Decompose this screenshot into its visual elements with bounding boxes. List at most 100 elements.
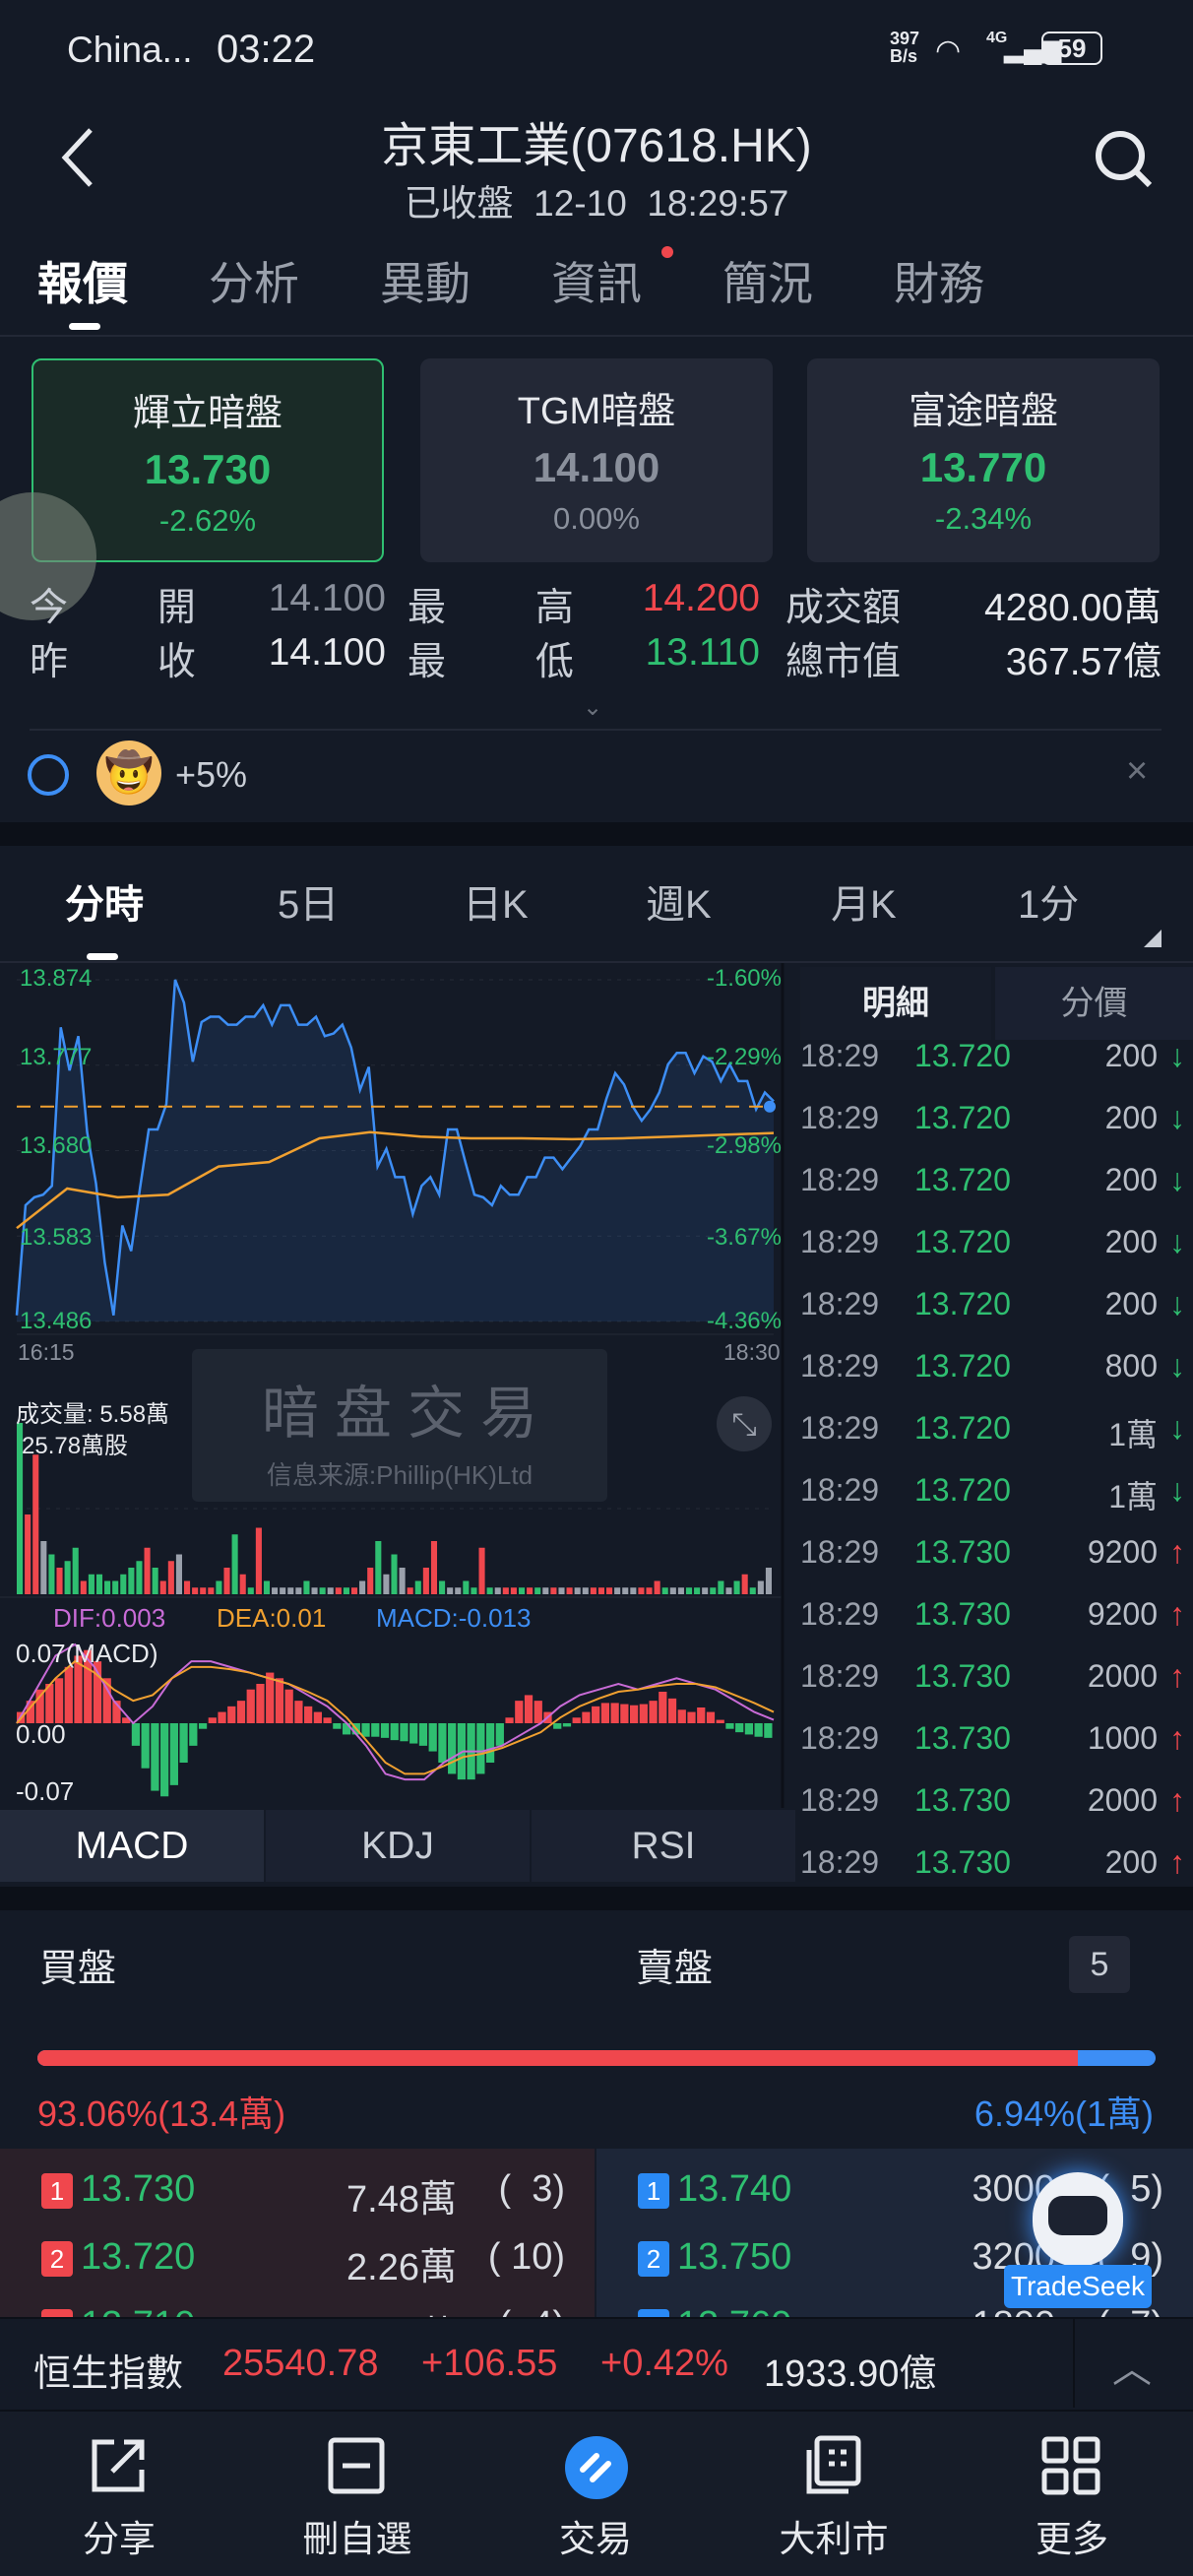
bid-row[interactable]: 3 13.710 1.5萬 ( 4): [0, 2298, 595, 2318]
dark-pool-card-futu[interactable]: 富途暗盤 13.770 -2.34%: [807, 358, 1160, 562]
tradeseek-assistant[interactable]: TradeSeek: [1002, 2172, 1154, 2310]
macd-bar: [649, 1701, 658, 1723]
chart-tab-weekly[interactable]: 週K: [646, 883, 712, 927]
volume-bar: [183, 1580, 191, 1594]
macd-bar: [659, 1692, 667, 1723]
tick-volume: 1萬: [1108, 1479, 1158, 1514]
volume-bar: [17, 1423, 24, 1594]
volume-bar: [622, 1587, 629, 1594]
index-ticker-bar[interactable]: 恒生指數 25540.78 +106.55 +0.42% 1933.90億 ︿: [0, 2317, 1193, 2408]
level-count: ( 10): [487, 2236, 565, 2278]
nav-label: 更多: [1036, 2519, 1108, 2559]
macd-bar: [256, 1684, 265, 1723]
volume-bar: [223, 1568, 230, 1594]
network-type: 4G: [986, 30, 1008, 46]
close-icon[interactable]: ×: [1126, 750, 1149, 792]
level-volume: 2.26萬: [346, 2247, 457, 2288]
dark-pool-card-tgm[interactable]: TGM暗盤 14.100 0.00%: [420, 358, 773, 562]
tick-row: 18:29 13.720 200 ↓: [800, 1216, 1193, 1278]
chart-tab-monthly[interactable]: 月K: [831, 883, 897, 927]
nav-share[interactable]: 分享: [0, 2413, 238, 2576]
macd-bar: [400, 1723, 408, 1742]
x-tick-end: 18:30: [723, 1339, 781, 1365]
tab-analysis[interactable]: 分析: [209, 258, 299, 309]
chevron-up-icon[interactable]: ︿: [1112, 2348, 1152, 2391]
volume-bar: [694, 1587, 701, 1594]
back-button[interactable]: [59, 126, 93, 187]
tick-price: 13.730: [914, 1534, 1011, 1570]
nav-market[interactable]: 大利市: [715, 2413, 953, 2576]
bid-row[interactable]: 1 13.730 7.48萬 ( 3): [0, 2162, 595, 2222]
high-label: 最 高: [408, 587, 613, 629]
macd-bar: [572, 1717, 581, 1723]
chart-tab-1min[interactable]: 1分: [1018, 883, 1080, 927]
level-volume: 7.48萬: [346, 2179, 457, 2221]
tab-quote[interactable]: 報價: [37, 258, 128, 309]
volume-bar: [303, 1580, 310, 1594]
macd-bar: [716, 1719, 724, 1723]
tick-row: 18:29 13.730 2000 ↑: [800, 1774, 1193, 1836]
macd-bar: [438, 1723, 447, 1763]
level-badge: 3: [638, 2308, 669, 2318]
ask-percent: 6.94%(1萬): [973, 2093, 1154, 2134]
indicator-tab-kdj[interactable]: KDJ: [266, 1810, 530, 1882]
volume-bar: [40, 1541, 47, 1594]
indicator-tab-rsi[interactable]: RSI: [532, 1810, 795, 1882]
macd-tick: 0.00: [16, 1719, 66, 1749]
volume-bar: [383, 1574, 390, 1594]
remove-watchlist-icon: [328, 2437, 385, 2494]
watermark: 暗 盘 交 易 信息来源:Phillip(HK)Ltd: [192, 1349, 607, 1502]
tab-indicator: [69, 323, 100, 330]
volume-bar: [685, 1587, 693, 1594]
nav-remove-watchlist[interactable]: 刪自選: [238, 2413, 476, 2576]
volume-bar: [350, 1587, 358, 1594]
macd-bar: [476, 1723, 485, 1774]
nav-more[interactable]: 更多: [953, 2413, 1191, 2576]
chart-period-tabs: 分時 5日 日K 週K 月K 1分: [0, 872, 1193, 961]
notification-dot: [661, 246, 673, 258]
volume-bar: [343, 1587, 349, 1594]
nav-trade[interactable]: 交易: [476, 2413, 715, 2576]
indicator-tab-macd[interactable]: MACD: [0, 1810, 264, 1882]
tab-financials[interactable]: 財務: [894, 258, 984, 309]
chart-tab-daily[interactable]: 日K: [463, 883, 529, 927]
macd-bar: [524, 1695, 534, 1723]
macd-bar: [141, 1723, 150, 1769]
ticks-tab-detail[interactable]: 明細: [800, 967, 991, 1040]
dropdown-triangle-icon[interactable]: [1144, 930, 1162, 947]
macd-bar: [725, 1723, 734, 1729]
volume-bar: [518, 1587, 526, 1594]
volume-bar: [478, 1547, 485, 1594]
tick-time: 18:29: [800, 1038, 880, 1073]
bid-row[interactable]: 2 13.720 2.26萬 ( 10): [0, 2230, 595, 2289]
bid-ratio-fill: [37, 2050, 1079, 2066]
search-button[interactable]: [1093, 128, 1156, 196]
avatar[interactable]: 🤠: [96, 741, 161, 805]
expand-chevron-icon[interactable]: ⌄: [583, 694, 603, 721]
tick-time: 18:29: [800, 1720, 880, 1756]
depth-selector[interactable]: 5: [1069, 1936, 1130, 1993]
level-price: 13.760: [677, 2304, 791, 2318]
turnover-value: 4280.00萬: [984, 587, 1162, 629]
ticks-tab-price[interactable]: 分價: [995, 967, 1193, 1040]
tick-price: 13.720: [914, 1472, 1011, 1508]
chart-tab-intraday[interactable]: 分時: [65, 883, 144, 927]
tab-profile[interactable]: 簡況: [722, 258, 813, 309]
tab-movements[interactable]: 異動: [380, 258, 471, 309]
card-name: TGM暗盤: [517, 391, 676, 432]
arrow-down-icon: ↓: [1169, 1286, 1185, 1321]
pct-tick: -3.67%: [706, 1224, 782, 1251]
macd-bar: [246, 1689, 255, 1723]
tick-row: 18:29 13.720 200 ↓: [800, 1278, 1193, 1340]
macd-bar: [553, 1723, 562, 1729]
card-change: -2.34%: [934, 501, 1033, 536]
tick-time: 18:29: [800, 1224, 880, 1259]
section-gap: [0, 1887, 1193, 1910]
chart-tab-5day[interactable]: 5日: [278, 883, 340, 927]
tick-row: 18:29 13.720 200 ↓: [800, 1154, 1193, 1216]
fullscreen-icon[interactable]: ⤡: [717, 1396, 772, 1451]
macd-bar: [735, 1723, 744, 1733]
chat-icon[interactable]: [28, 754, 69, 796]
intraday-chart[interactable]: [0, 0, 799, 1812]
tab-news[interactable]: 資訊: [551, 258, 642, 309]
